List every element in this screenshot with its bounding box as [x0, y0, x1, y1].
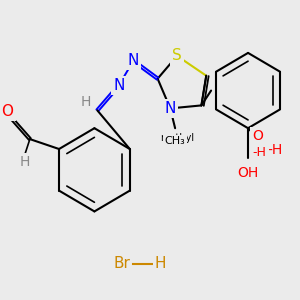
- Text: S: S: [172, 48, 182, 63]
- Text: CH₃: CH₃: [165, 136, 185, 146]
- Text: O: O: [2, 104, 14, 119]
- Text: H: H: [155, 256, 166, 272]
- Text: N: N: [113, 78, 124, 93]
- Text: N: N: [128, 53, 139, 68]
- Text: OH: OH: [237, 166, 259, 180]
- Text: -H: -H: [253, 146, 267, 160]
- Text: -H: -H: [268, 143, 283, 157]
- Text: H: H: [20, 155, 30, 169]
- Text: N: N: [165, 101, 176, 116]
- Text: O: O: [252, 129, 263, 143]
- Text: Br: Br: [113, 256, 130, 272]
- Text: H: H: [80, 95, 91, 110]
- Text: methyl: methyl: [160, 133, 194, 143]
